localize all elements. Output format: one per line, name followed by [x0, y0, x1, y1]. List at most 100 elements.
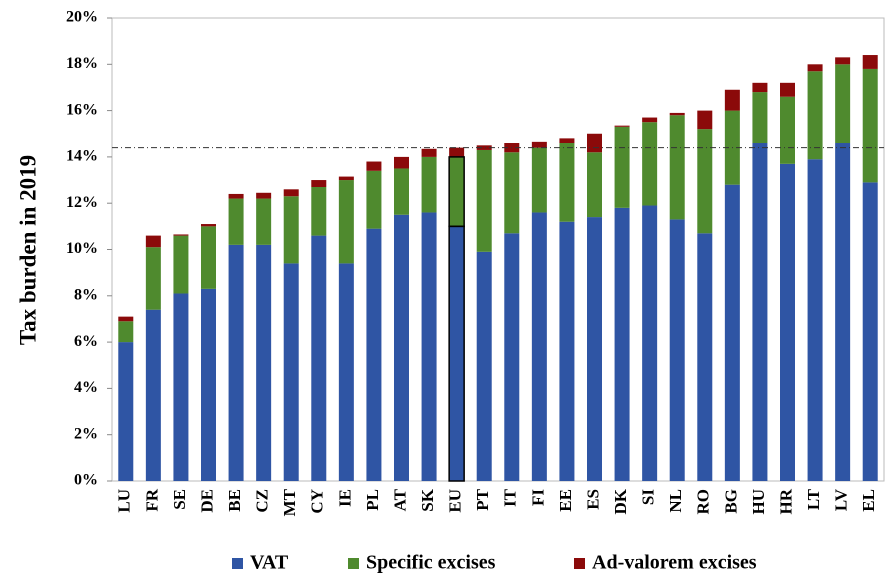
- legend-swatch: [574, 558, 585, 569]
- bar-segment: [587, 133, 602, 153]
- bar-segment: [394, 214, 409, 481]
- y-tick-label: 8%: [74, 286, 98, 303]
- bar-segment: [449, 156, 465, 227]
- bar-segment: [587, 152, 602, 218]
- bar-segment: [201, 224, 216, 227]
- bar-segment: [118, 321, 134, 343]
- bar-segment: [780, 96, 795, 164]
- bar-segment: [366, 170, 382, 229]
- bar-segment: [587, 217, 602, 481]
- bar-segment: [449, 147, 465, 157]
- x-tick-label: SI: [639, 489, 658, 505]
- bar-segment: [338, 263, 354, 481]
- legend-swatch: [348, 558, 359, 569]
- bar-segment: [669, 112, 685, 116]
- bar-segment: [862, 182, 878, 482]
- bar-segment: [256, 244, 272, 481]
- bar-segment: [283, 196, 299, 264]
- y-tick-label: 20%: [66, 9, 98, 26]
- y-tick-label: 0%: [74, 472, 98, 489]
- bar-segment: [449, 226, 465, 481]
- y-tick-label: 16%: [66, 101, 98, 118]
- bar-segment: [752, 92, 768, 144]
- bar-segment: [835, 57, 851, 65]
- bar-segment: [201, 226, 216, 289]
- bar-segment: [724, 89, 740, 111]
- x-tick-label: HR: [776, 488, 795, 514]
- legend-label: Specific excises: [366, 552, 496, 574]
- bar-segment: [614, 126, 630, 208]
- bar-segment: [531, 147, 547, 213]
- bar-segment: [697, 233, 713, 481]
- bar-segment: [862, 68, 878, 183]
- bar-segment: [504, 233, 520, 481]
- x-tick-label: MT: [280, 488, 299, 516]
- bar-segment: [835, 143, 851, 481]
- bar-segment: [807, 64, 823, 72]
- x-tick-label: BE: [225, 489, 244, 512]
- bar-segment: [228, 193, 244, 199]
- bar-segment: [476, 251, 492, 481]
- bar-segment: [780, 82, 795, 97]
- bar-segment: [614, 207, 630, 481]
- bar-segment: [118, 342, 134, 481]
- bar-segment: [642, 122, 658, 206]
- bar-segment: [531, 141, 547, 148]
- bar-segment: [862, 55, 878, 69]
- bar-segment: [394, 168, 409, 215]
- bar-segment: [807, 71, 823, 160]
- bar-segment: [614, 125, 630, 127]
- bar-segment: [531, 212, 547, 481]
- x-tick-label: LU: [115, 489, 134, 513]
- x-tick-label: AT: [390, 488, 409, 511]
- bar-segment: [724, 184, 740, 481]
- bar-segment: [338, 176, 354, 181]
- x-tick-label: CY: [308, 489, 327, 514]
- bar-segment: [752, 82, 768, 93]
- bar-segment: [201, 288, 216, 481]
- bar-segment: [228, 198, 244, 245]
- highlight-outline: [448, 156, 465, 228]
- bar-segment: [173, 235, 189, 294]
- x-tick-label: ES: [583, 489, 602, 510]
- bar-segment: [421, 212, 437, 481]
- x-tick-label: NL: [666, 489, 685, 513]
- bar-segment: [338, 180, 354, 264]
- bar-segment: [421, 156, 437, 213]
- bar-segment: [256, 192, 272, 199]
- x-tick-label: FI: [528, 489, 547, 506]
- bar-segment: [228, 244, 244, 481]
- bar-segment: [669, 219, 685, 481]
- bar-segment: [504, 152, 520, 234]
- x-tick-label: HU: [749, 489, 768, 515]
- bar-segment: [697, 129, 713, 234]
- x-tick-label: LV: [832, 488, 851, 511]
- x-tick-label: IE: [335, 489, 354, 507]
- y-tick-label: 14%: [66, 148, 98, 165]
- bar-segment: [311, 186, 327, 236]
- y-tick-label: 12%: [66, 194, 98, 211]
- x-tick-label: DE: [197, 489, 216, 513]
- x-tick-label: BG: [721, 489, 740, 514]
- bar-segment: [145, 235, 161, 248]
- x-tick-label: EU: [446, 489, 465, 513]
- x-tick-label: SE: [170, 489, 189, 510]
- bar-segment: [642, 205, 658, 481]
- x-tick-label: CZ: [253, 489, 272, 513]
- x-tick-label: PT: [473, 488, 492, 510]
- bar-segment: [366, 228, 382, 481]
- bar-segment: [256, 198, 272, 245]
- x-tick-label: FR: [142, 488, 161, 511]
- x-tick-label: EL: [859, 489, 878, 512]
- bar-segment: [283, 189, 299, 197]
- bar-segment: [559, 143, 575, 222]
- bar-segment: [559, 221, 575, 481]
- x-tick-label: IT: [501, 488, 520, 507]
- bar-segment: [311, 180, 327, 187]
- bar-segment: [559, 138, 575, 144]
- bar-segment: [752, 143, 768, 481]
- y-axis-label: Tax burden in 2019: [15, 155, 40, 345]
- bar-segment: [421, 148, 437, 157]
- x-tick-label: RO: [694, 489, 713, 515]
